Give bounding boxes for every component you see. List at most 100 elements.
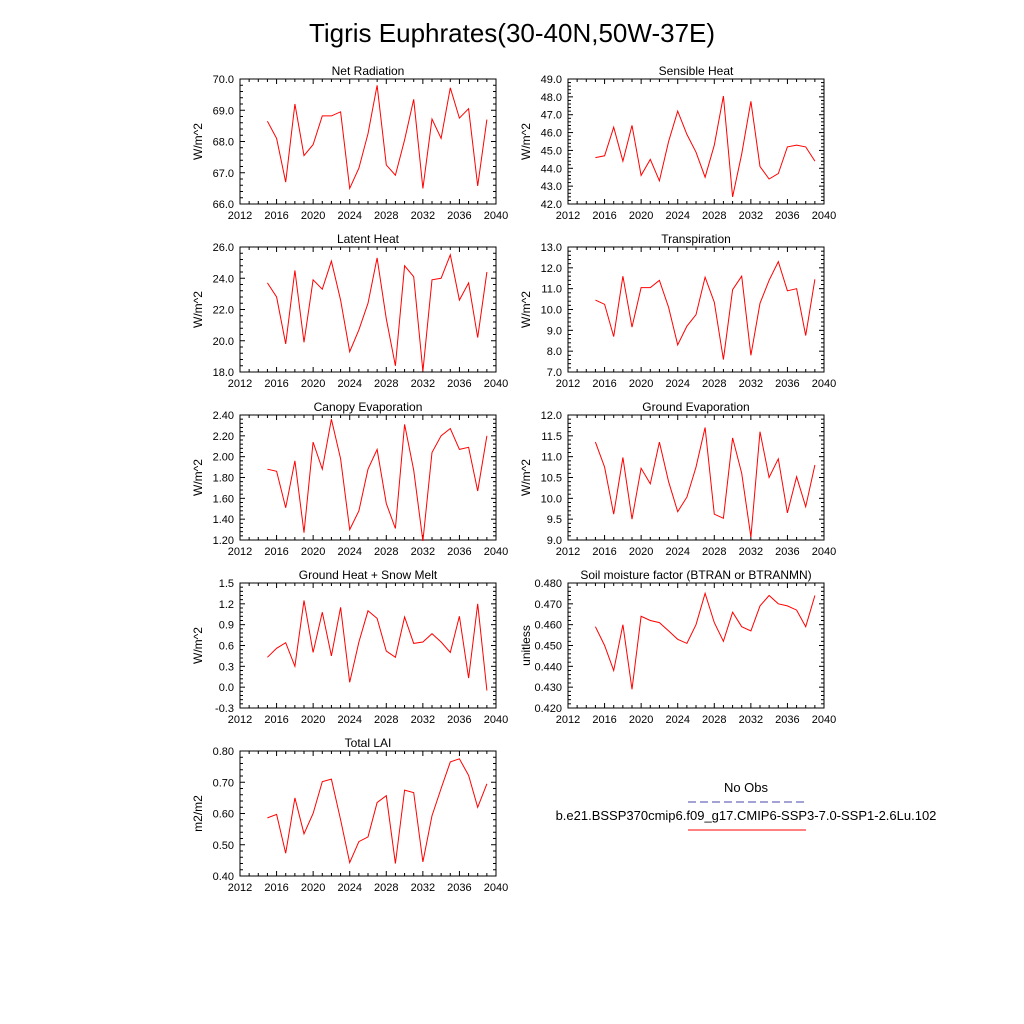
y-tick-label: 1.20 [213,535,234,547]
plot-frame [567,582,825,709]
y-tick-label: 0.60 [213,809,234,821]
panel-soil-moisture-factor-btran-or-btranmn: Soil moisture factor (BTRAN or BTRANMN) 2… [519,568,836,726]
x-tick-label: 2040 [484,714,508,726]
x-tick-label: 2020 [301,714,325,726]
y-axis-label: unitless [519,625,533,666]
x-tick-label: 2032 [411,378,435,390]
y-tick-label: 12.0 [541,410,562,422]
series-line [267,758,488,865]
x-tick-label: 2028 [374,546,398,558]
plot-frame [239,78,497,205]
y-tick-label: 0.470 [534,599,562,611]
panel-transpiration: Transpiration 2012 2016 2020 2024 2028 2032 203… [519,232,836,390]
x-tick-label: 2012 [556,378,580,390]
x-tick-label: 2040 [812,546,836,558]
plot-frame [239,750,497,877]
x-tick-label: 2040 [812,714,836,726]
y-axis-label: W/m^2 [191,291,205,328]
y-axis-label: W/m^2 [519,459,533,496]
y-tick-label: 0.3 [219,661,234,673]
x-tick-label: 2012 [556,546,580,558]
panel-canopy-evaporation: Canopy Evaporation 2012 2016 2020 2024 2028 20… [191,400,508,558]
y-tick-label: 10.0 [541,493,562,505]
x-tick-label: 2024 [337,378,361,390]
x-tick-label: 2028 [702,714,726,726]
y-tick-label: 0.6 [219,641,234,653]
x-tick-label: 2040 [484,546,508,558]
x-tick-label: 2016 [592,378,616,390]
x-tick-label: 2036 [775,714,799,726]
y-tick-label: 18.0 [213,367,234,379]
panel-title: Canopy Evaporation [314,400,423,414]
y-axis-label: m2/m2 [191,795,205,832]
panel-sensible-heat: Sensible Heat 2012 2016 2020 2024 2028 2032 203… [519,64,836,222]
y-tick-label: 11.5 [541,431,562,443]
legend-label-run: b.e21.BSSP370cmip6.f09_g17.CMIP6-SSP3-7.… [556,808,937,823]
x-tick-label: 2012 [228,546,252,558]
y-tick-label: 1.60 [213,493,234,505]
plot-frame [239,582,497,709]
x-tick-label: 2024 [337,546,361,558]
y-tick-label: 2.40 [213,410,234,422]
panel-title: Latent Heat [337,232,400,246]
y-tick-label: 70.0 [213,74,234,86]
x-tick-label: 2032 [739,378,763,390]
y-tick-label: 2.00 [213,452,234,464]
x-tick-label: 2036 [447,210,471,222]
x-tick-label: 2020 [301,210,325,222]
x-tick-label: 2028 [702,210,726,222]
y-tick-label: 9.0 [547,535,562,547]
x-tick-label: 2024 [665,714,689,726]
x-tick-label: 2020 [301,546,325,558]
series-line [595,260,816,360]
y-tick-label: 0.450 [534,641,562,653]
series-line [266,85,488,191]
y-tick-label: 22.0 [213,305,234,317]
y-tick-label: 69.0 [213,105,234,117]
y-tick-label: 2.20 [213,431,234,443]
x-tick-label: 2012 [228,714,252,726]
plot-frame [567,78,825,205]
y-tick-label: 12.0 [541,263,562,275]
y-tick-label: 1.5 [219,578,234,590]
x-tick-label: 2036 [775,210,799,222]
x-tick-label: 2036 [447,882,471,894]
x-tick-label: 2016 [264,546,288,558]
y-tick-label: 11.0 [541,452,562,464]
y-tick-label: 47.0 [541,110,562,122]
plot-frame [239,246,497,373]
y-tick-label: 68.0 [213,137,234,149]
series-line [267,600,488,691]
x-tick-label: 2024 [337,714,361,726]
x-tick-label: 2016 [592,546,616,558]
x-tick-label: 2040 [484,378,508,390]
x-tick-label: 2012 [556,714,580,726]
y-tick-label: 0.9 [219,620,234,632]
panel-latent-heat: Latent Heat 2012 2016 2020 2024 2028 2032 2036 2… [191,232,508,390]
x-tick-label: 2016 [264,882,288,894]
y-tick-label: 0.430 [534,682,562,694]
y-axis-label: W/m^2 [191,627,205,664]
x-tick-label: 2028 [702,378,726,390]
y-tick-label: 0.50 [213,840,234,852]
panels: Net Radiation 2012 2016 2020 2024 2028 2032 203… [191,64,836,894]
x-tick-label: 2016 [592,210,616,222]
y-tick-label: 0.420 [534,703,562,715]
x-tick-label: 2020 [629,546,653,558]
y-tick-label: 0.440 [534,661,562,673]
y-tick-label: -0.3 [215,703,234,715]
y-tick-label: 0.0 [219,682,234,694]
x-tick-label: 2032 [411,882,435,894]
x-tick-label: 2028 [702,546,726,558]
y-tick-label: 42.0 [541,199,562,211]
y-tick-label: 10.5 [541,473,562,485]
x-tick-label: 2024 [665,210,689,222]
series-line [267,419,488,542]
x-tick-label: 2020 [301,882,325,894]
x-tick-label: 2016 [592,714,616,726]
y-axis-label: W/m^2 [519,291,533,328]
x-tick-label: 2012 [228,882,252,894]
y-tick-label: 26.0 [213,242,234,254]
x-tick-label: 2032 [739,546,763,558]
